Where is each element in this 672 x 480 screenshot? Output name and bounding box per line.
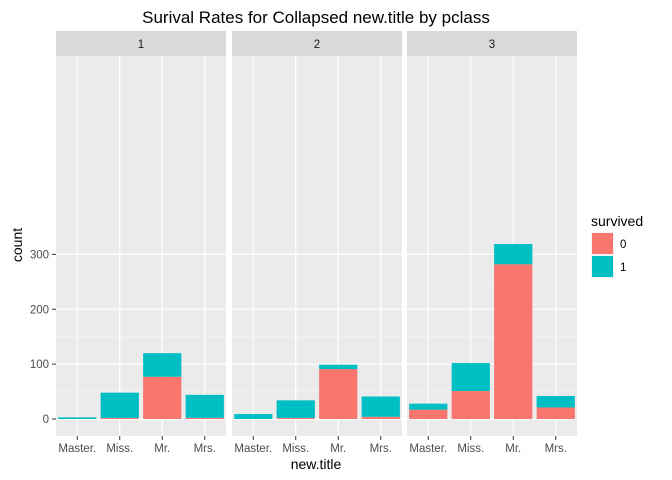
facet-strip-label: 3 — [489, 39, 495, 51]
x-tick-label: Mrs. — [370, 443, 392, 455]
bar-mr-survived-0 — [143, 376, 182, 419]
bar-master-survived-1 — [58, 417, 97, 419]
legend-swatch-0 — [592, 233, 613, 254]
bar-miss-survived-0 — [276, 417, 315, 419]
x-tick-label: Master. — [58, 443, 96, 455]
bar-master-survived-1 — [234, 414, 273, 419]
y-tick-label: 100 — [30, 359, 49, 371]
chart-title: Surival Rates for Collapsed new.title by… — [142, 8, 490, 27]
facet-panel-3: 3 Master. Miss. Mr. Mrs. — [407, 31, 577, 455]
legend-label-0: 0 — [620, 239, 626, 251]
bar-mrs-survived-0 — [536, 407, 575, 419]
x-tick-label: Master. — [409, 443, 447, 455]
bar-mrs-survived-1 — [536, 395, 575, 408]
bar-mr-survived-1 — [494, 243, 533, 265]
y-axis-title: count — [9, 228, 25, 262]
bar-miss-survived-0 — [100, 417, 139, 419]
bar-mrs-survived-0 — [361, 416, 400, 419]
bar-miss-survived-1 — [100, 392, 139, 418]
panel-background — [407, 56, 577, 436]
facet-strip — [407, 31, 577, 56]
x-tick-label: Miss. — [106, 443, 133, 455]
bar-miss-survived-1 — [451, 363, 490, 392]
facet-strip — [232, 31, 402, 56]
panel-background — [56, 56, 226, 436]
bar-mr-survived-0 — [494, 264, 533, 419]
panel-background — [232, 56, 402, 436]
bar-mrs-survived-0 — [185, 417, 224, 419]
facet-panel-2: 2 Master. Miss. Mr. Mrs. — [232, 31, 402, 455]
bar-mr-survived-1 — [319, 364, 358, 370]
x-axis-title: new.title — [291, 456, 342, 472]
bar-master-survived-0 — [409, 409, 448, 419]
facet-panel-1: 1 Master. Miss. Mr. Mrs. — [56, 31, 226, 455]
y-tick-label: 200 — [30, 304, 49, 316]
x-tick-label: Mr. — [154, 443, 170, 455]
x-tick-label: Miss. — [457, 443, 484, 455]
facet-strip — [56, 31, 226, 56]
legend-swatch-1 — [592, 256, 613, 277]
bar-mr-survived-0 — [319, 369, 358, 419]
facet-strip-label: 1 — [138, 39, 144, 51]
y-tick-label: 0 — [43, 414, 49, 426]
legend-title: survived — [591, 213, 643, 229]
y-tick-label: 300 — [30, 249, 49, 261]
y-axis: 0 100 200 300 — [30, 249, 56, 426]
facet-strip-label: 2 — [314, 39, 320, 51]
x-tick-label: Mr. — [505, 443, 521, 455]
legend: survived 0 1 — [591, 213, 643, 278]
bar-mrs-survived-1 — [361, 396, 400, 417]
x-tick-label: Miss. — [282, 443, 309, 455]
bar-miss-survived-0 — [451, 391, 490, 419]
facet-panels: 1 Master. Miss. Mr. Mrs. 2 Master. Miss. Mr. Mrs.… — [56, 31, 577, 455]
x-tick-label: Mrs. — [545, 443, 567, 455]
bar-mr-survived-1 — [143, 353, 182, 377]
x-tick-label: Master. — [234, 443, 272, 455]
bar-miss-survived-1 — [276, 400, 315, 418]
bar-mrs-survived-1 — [185, 394, 224, 418]
x-tick-label: Mr. — [330, 443, 346, 455]
bar-master-survived-1 — [409, 403, 448, 410]
legend-label-1: 1 — [620, 262, 626, 274]
x-tick-label: Mrs. — [194, 443, 216, 455]
